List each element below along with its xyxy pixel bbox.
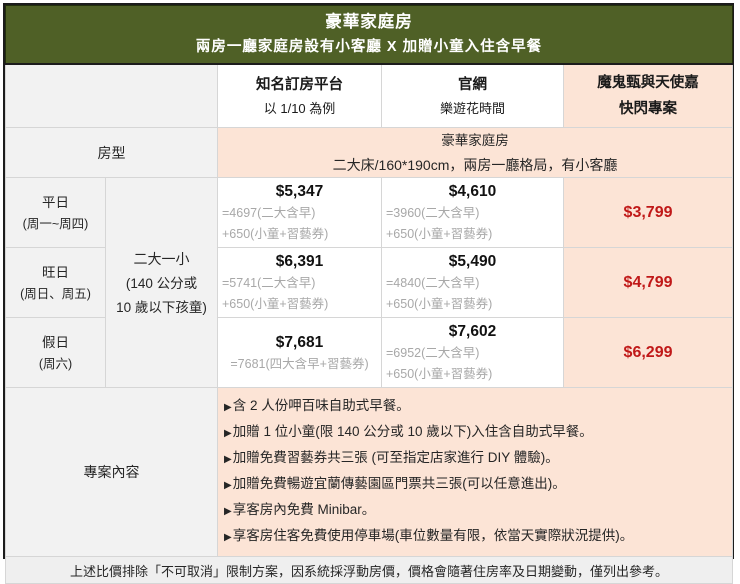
column-header-platform: 知名訂房平台 以 1/10 為例 <box>217 63 382 128</box>
occupancy-cell: 二大一小 (140 公分或 10 歲以下孩童) <box>105 177 218 388</box>
room-type-info: 豪華家庭房 二大床/160*190cm，兩房一廳格局，有小客廳 <box>216 127 734 178</box>
package-item-text: 加贈免費習藝券共三張 (可至指定店家進行 DIY 體驗)。 <box>232 450 559 465</box>
official-subtitle: 樂遊花時間 <box>439 100 505 116</box>
price-value: $5,490 <box>448 253 497 270</box>
bullet-arrow-icon: ▶ <box>224 532 232 543</box>
flash-price-weekday: $3,799 <box>562 177 734 248</box>
bullet-arrow-icon: ▶ <box>224 480 232 491</box>
day-range: (周一~周四) <box>22 216 89 231</box>
package-item-text: 享客房內免費 Minibar。 <box>232 502 376 517</box>
package-content: ▶含 2 人份呷百味自助式早餐。 ▶加贈 1 位小童(限 140 公分或 10 … <box>216 387 734 557</box>
price-value: $6,391 <box>275 253 324 270</box>
day-range: (周日、周五) <box>20 286 91 301</box>
occupancy-line3: 10 歲以下孩童) <box>116 299 207 315</box>
package-item-list: ▶含 2 人份呷百味自助式早餐。 ▶加贈 1 位小童(限 140 公分或 10 … <box>219 389 732 556</box>
package-item-text: 加贈 1 位小童(限 140 公分或 10 歲以下)入住含自助式早餐。 <box>232 424 593 439</box>
day-name: 旺日 <box>42 264 69 280</box>
room-title: 豪華家庭房 <box>325 13 413 32</box>
price-comparison-table: 豪華家庭房 兩房一廳家庭房設有小客廳 X 加贈小童入住含早餐 知名訂房平台 以 … <box>3 3 734 584</box>
flash-title: 魔鬼甄與天使嘉 <box>597 74 699 91</box>
banner: 豪華家庭房 兩房一廳家庭房設有小客廳 X 加贈小童入住含早餐 <box>4 5 734 65</box>
platform-subtitle: 以 1/10 為例 <box>263 100 336 116</box>
package-item-text: 含 2 人份呷百味自助式早餐。 <box>232 398 410 413</box>
package-item: ▶加贈免費習藝券共三張 (可至指定店家進行 DIY 體驗)。 <box>224 446 724 472</box>
bullet-arrow-icon: ▶ <box>224 506 232 517</box>
price-calc1: =5741(二大含早) <box>222 276 316 290</box>
official-title: 官網 <box>458 76 487 93</box>
day-label-weekday: 平日 (周一~周四) <box>5 177 106 248</box>
price-value: $5,347 <box>275 183 324 200</box>
bullet-arrow-icon: ▶ <box>224 454 232 465</box>
disclaimer-note: 上述比價排除「不可取消」限制方案，因系統採浮動房價，價格會隨著住房率及日期變動，… <box>4 556 734 584</box>
day-label-peak: 旺日 (周日、周五) <box>5 247 106 318</box>
package-label: 專案內容 <box>5 387 218 557</box>
platform-price-weekday: $5,347 =4697(二大含早) +650(小童+習藝券) <box>217 177 382 248</box>
price-calc1: =3960(二大含早) <box>386 206 480 220</box>
package-item: ▶含 2 人份呷百味自助式早餐。 <box>224 394 724 420</box>
room-type-spec: 二大床/160*190cm，兩房一廳格局，有小客廳 <box>332 156 618 173</box>
price-value: $7,681 <box>275 333 324 351</box>
package-item: ▶加贈 1 位小童(限 140 公分或 10 歲以下)入住含自助式早餐。 <box>224 420 724 446</box>
header-empty-cell <box>5 63 218 128</box>
price-calc1: =7681(四大含早+習藝券) <box>230 356 369 371</box>
bullet-arrow-icon: ▶ <box>224 402 232 413</box>
price-calc2: +650(小童+習藝券) <box>386 297 493 311</box>
room-price-table: 豪華家庭房 兩房一廳家庭房設有小客廳 X 加贈小童入住含早餐 知名訂房平台 以 … <box>4 5 734 584</box>
room-type-label: 房型 <box>5 127 218 178</box>
package-item: ▶享客房住客免費使用停車場(車位數量有限，依當天實際狀況提供)。 <box>224 524 724 550</box>
price-calc2: +650(小童+習藝券) <box>386 227 493 241</box>
column-header-flash: 魔鬼甄與天使嘉 快閃專案 <box>562 63 734 128</box>
official-price-holiday: $7,602 =6952(二大含早) +650(小童+習藝券) <box>381 317 564 388</box>
occupancy-line1: 二大一小 <box>133 250 190 267</box>
price-calc1: =4697(二大含早) <box>222 206 316 220</box>
price-calc1: =4840(二大含早) <box>386 276 480 290</box>
room-type-name: 豪華家庭房 <box>441 132 509 148</box>
price-calc2: +650(小童+習藝券) <box>386 367 493 381</box>
platform-price-peak: $6,391 =5741(二大含早) +650(小童+習藝券) <box>217 247 382 318</box>
package-item: ▶加贈免費暢遊宜蘭傳藝園區門票共三張(可以任意進出)。 <box>224 472 724 498</box>
flash-price-holiday: $6,299 <box>562 317 734 388</box>
platform-price-holiday: $7,681 =7681(四大含早+習藝券) <box>217 317 382 388</box>
price-value: $4,610 <box>448 183 497 200</box>
official-price-weekday: $4,610 =3960(二大含早) +650(小童+習藝券) <box>381 177 564 248</box>
day-range: (周六) <box>38 356 73 371</box>
price-value: $7,602 <box>448 323 497 340</box>
platform-title: 知名訂房平台 <box>256 76 343 93</box>
package-item-text: 享客房住客免費使用停車場(車位數量有限，依當天實際狀況提供)。 <box>232 528 634 543</box>
room-subtitle: 兩房一廳家庭房設有小客廳 X 加贈小童入住含早餐 <box>195 39 543 56</box>
occupancy-line2: (140 公分或 <box>125 275 198 291</box>
day-name: 平日 <box>42 194 69 210</box>
price-calc2: +650(小童+習藝券) <box>222 297 329 311</box>
bullet-arrow-icon: ▶ <box>224 428 232 439</box>
day-name: 假日 <box>42 334 69 350</box>
day-label-holiday: 假日 (周六) <box>5 317 106 388</box>
flash-price-peak: $4,799 <box>562 247 734 318</box>
price-calc1: =6952(二大含早) <box>386 346 480 360</box>
price-calc2: +650(小童+習藝券) <box>222 227 329 241</box>
package-item-text: 加贈免費暢遊宜蘭傳藝園區門票共三張(可以任意進出)。 <box>232 476 566 491</box>
flash-subtitle: 快閃專案 <box>619 100 678 117</box>
package-item: ▶享客房內免費 Minibar。 <box>224 498 724 524</box>
official-price-peak: $5,490 =4840(二大含早) +650(小童+習藝券) <box>381 247 564 318</box>
column-header-official: 官網 樂遊花時間 <box>381 63 564 128</box>
